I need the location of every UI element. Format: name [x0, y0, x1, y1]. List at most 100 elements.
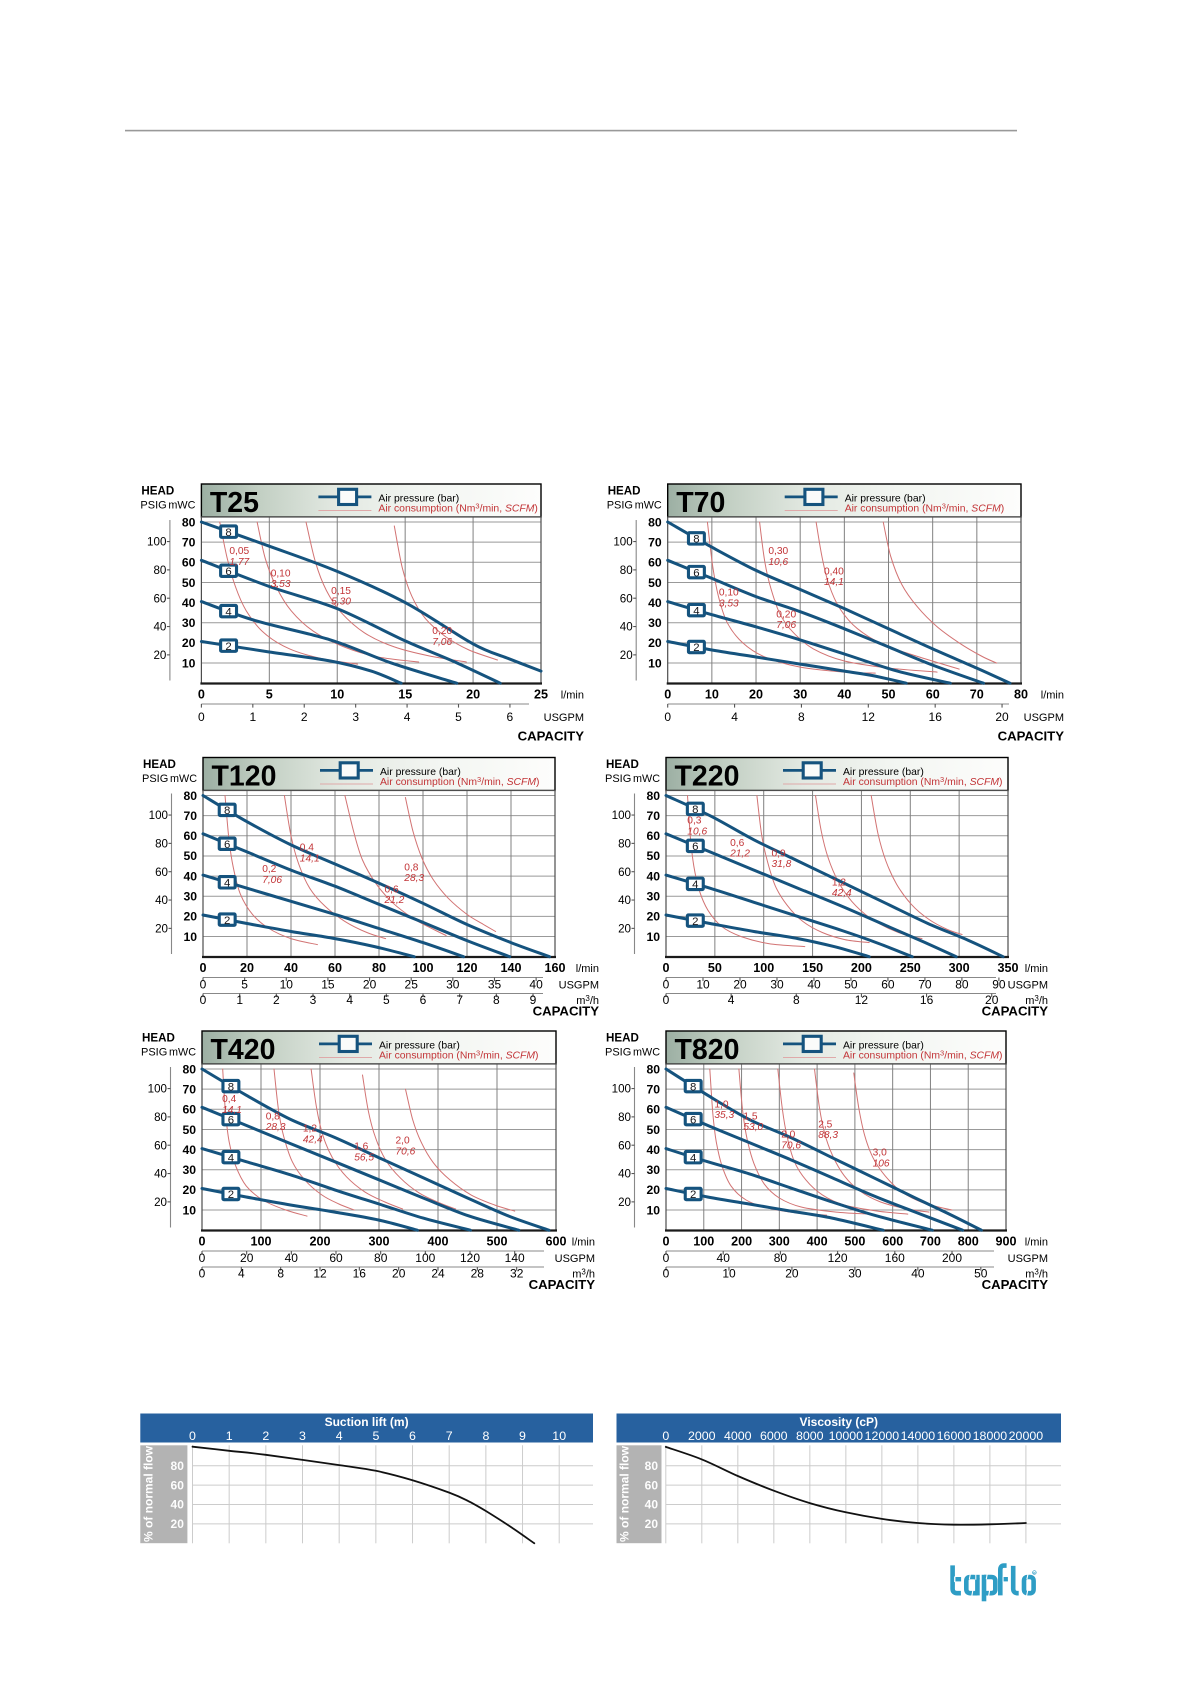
svg-text:35,3: 35,3 [714, 1110, 734, 1121]
svg-text:200: 200 [942, 1251, 962, 1265]
svg-text:0: 0 [200, 978, 207, 992]
svg-text:70: 70 [646, 809, 660, 823]
svg-text:40: 40 [155, 894, 168, 907]
svg-text:Air pressure (bar): Air pressure (bar) [843, 767, 924, 778]
svg-text:50: 50 [974, 1267, 988, 1281]
svg-text:10: 10 [646, 930, 660, 944]
svg-text:0,05: 0,05 [229, 546, 249, 557]
svg-text:Air pressure (bar): Air pressure (bar) [380, 767, 461, 778]
svg-text:m3/h: m3/h [572, 1268, 595, 1281]
svg-text:0: 0 [199, 961, 206, 975]
svg-text:CAPACITY: CAPACITY [518, 729, 585, 744]
svg-text:50: 50 [183, 849, 197, 863]
svg-text:CAPACITY: CAPACITY [982, 1004, 1049, 1019]
svg-text:10: 10 [182, 656, 196, 670]
svg-text:3: 3 [299, 1429, 306, 1443]
svg-text:8: 8 [793, 993, 800, 1007]
svg-text:4: 4 [404, 710, 411, 724]
svg-text:7: 7 [456, 993, 463, 1007]
svg-text:6: 6 [224, 839, 230, 851]
svg-text:HEAD: HEAD [606, 758, 639, 771]
svg-text:0: 0 [189, 1429, 196, 1443]
svg-text:50: 50 [182, 1123, 196, 1137]
svg-text:8: 8 [228, 1081, 234, 1093]
svg-text:1,0: 1,0 [714, 1099, 728, 1110]
svg-text:60: 60 [171, 1478, 185, 1492]
svg-text:30: 30 [446, 978, 460, 992]
svg-text:40: 40 [717, 1251, 731, 1265]
svg-text:100: 100 [415, 1251, 435, 1265]
svg-text:20: 20 [995, 710, 1009, 724]
svg-text:300: 300 [368, 1235, 389, 1249]
svg-text:2: 2 [273, 993, 280, 1007]
svg-text:40: 40 [284, 961, 298, 975]
svg-text:28,3: 28,3 [265, 1122, 286, 1133]
svg-text:8: 8 [693, 534, 699, 546]
svg-text:53,0: 53,0 [743, 1122, 763, 1133]
svg-text:0,3: 0,3 [687, 816, 701, 827]
svg-text:100: 100 [613, 536, 632, 549]
svg-text:6: 6 [228, 1114, 234, 1126]
svg-text:200: 200 [731, 1235, 752, 1249]
svg-text:6: 6 [420, 993, 427, 1007]
svg-text:100: 100 [412, 961, 433, 975]
svg-text:5: 5 [266, 688, 273, 702]
svg-text:4: 4 [690, 1152, 696, 1164]
svg-text:30: 30 [182, 616, 196, 630]
svg-text:Air consumption (Nm3/min, SCFM: Air consumption (Nm3/min, SCFM) [379, 1049, 539, 1062]
svg-text:2: 2 [262, 1429, 269, 1443]
svg-text:9: 9 [530, 993, 537, 1007]
svg-text:7,06: 7,06 [432, 637, 452, 648]
svg-text:30: 30 [793, 688, 807, 702]
svg-text:21,2: 21,2 [384, 895, 405, 906]
svg-text:120: 120 [460, 1251, 480, 1265]
svg-text:70,6: 70,6 [781, 1140, 801, 1151]
svg-text:10: 10 [646, 1203, 660, 1217]
svg-text:2: 2 [228, 1189, 234, 1201]
svg-text:40: 40 [182, 1143, 196, 1157]
svg-text:0,15: 0,15 [331, 586, 351, 597]
svg-text:20: 20 [392, 1267, 406, 1281]
svg-text:100: 100 [612, 809, 631, 822]
svg-text:4: 4 [692, 879, 698, 891]
svg-text:2: 2 [301, 710, 308, 724]
svg-text:60: 60 [646, 829, 660, 843]
svg-text:70: 70 [918, 978, 932, 992]
svg-text:12: 12 [855, 993, 869, 1007]
svg-text:18000: 18000 [973, 1429, 1008, 1443]
svg-text:80: 80 [183, 789, 197, 803]
svg-text:0: 0 [663, 993, 670, 1007]
svg-text:14000: 14000 [901, 1429, 936, 1443]
svg-text:0,10: 0,10 [719, 588, 739, 599]
svg-text:20: 20 [182, 636, 196, 650]
svg-text:20: 20 [153, 649, 166, 662]
svg-text:16000: 16000 [937, 1429, 972, 1443]
svg-text:Air consumption (Nm3/min, SCFM: Air consumption (Nm3/min, SCFM) [380, 775, 540, 788]
svg-text:l/min: l/min [576, 963, 599, 975]
svg-text:T70: T70 [676, 487, 725, 519]
svg-text:20: 20 [985, 993, 999, 1007]
svg-text:60: 60 [620, 592, 633, 605]
svg-text:HEAD: HEAD [143, 758, 176, 771]
svg-text:70,6: 70,6 [396, 1146, 416, 1157]
svg-text:300: 300 [769, 1235, 790, 1249]
svg-text:8: 8 [225, 527, 231, 539]
svg-text:1: 1 [249, 710, 256, 724]
svg-text:60: 60 [618, 866, 631, 879]
svg-text:40: 40 [620, 621, 633, 634]
svg-text:0,6: 0,6 [385, 884, 399, 895]
svg-text:10: 10 [552, 1429, 566, 1443]
svg-text:10: 10 [182, 1203, 196, 1217]
svg-text:PSIG: PSIG [141, 1047, 167, 1059]
svg-text:30: 30 [646, 1163, 660, 1177]
svg-text:30: 30 [646, 890, 660, 904]
svg-text:7: 7 [446, 1429, 453, 1443]
svg-text:0: 0 [198, 1235, 205, 1249]
svg-text:100: 100 [149, 809, 168, 822]
svg-text:16: 16 [353, 1267, 367, 1281]
svg-text:250: 250 [900, 961, 921, 975]
svg-text:80: 80 [153, 564, 166, 577]
svg-text:6: 6 [692, 841, 698, 853]
svg-text:6000: 6000 [760, 1429, 788, 1443]
svg-text:80: 80 [374, 1251, 388, 1265]
